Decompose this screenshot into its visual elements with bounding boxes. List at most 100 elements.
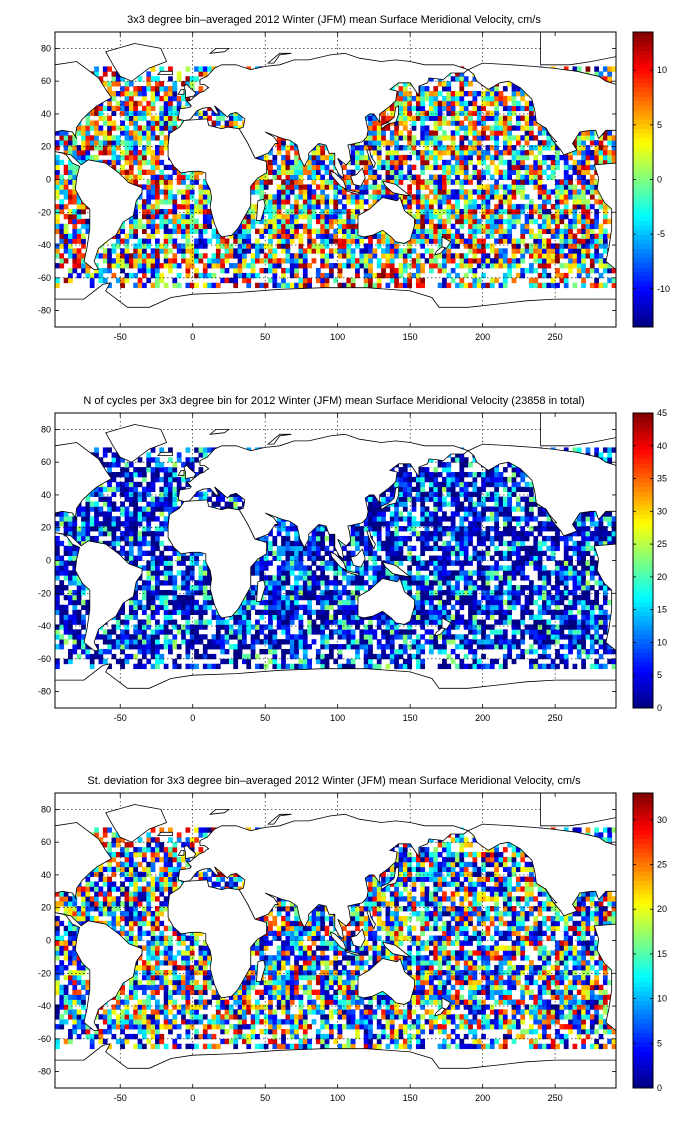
heatmap-cell [129,462,134,467]
heatmap-cell [403,258,408,263]
heatmap-cell [112,516,117,521]
heatmap-cell [407,96,412,101]
heatmap-cell [481,160,486,165]
heatmap-cell [120,487,125,492]
heatmap-cell [299,253,304,258]
heatmap-cell [490,214,495,219]
heatmap-cell [481,184,486,189]
heatmap-cell [355,194,360,199]
heatmap-cell [564,263,569,268]
heatmap-cell [486,243,491,248]
heatmap-cell [377,175,382,180]
heatmap-cell [529,111,534,116]
colorbar-segment [633,143,653,148]
heatmap-cell [103,502,108,507]
heatmap-cell [203,219,208,224]
heatmap-cell [407,283,412,288]
heatmap-cell [146,145,151,150]
heatmap-cell [285,283,290,288]
heatmap-cell [477,184,482,189]
heatmap-cell [277,234,282,239]
heatmap-cell [112,140,117,145]
heatmap-cell [368,253,373,258]
heatmap-cell [68,600,73,605]
heatmap-cell [455,180,460,185]
heatmap-cell [238,248,243,253]
heatmap-cell [77,229,82,234]
heatmap-cell [342,204,347,209]
heatmap-cell [116,487,121,492]
heatmap-cell [325,184,330,189]
heatmap-cell [355,263,360,268]
heatmap-cell [177,189,182,194]
heatmap-cell [98,634,103,639]
heatmap-cell [81,243,86,248]
heatmap-cell [477,180,482,185]
heatmap-cell [155,121,160,126]
heatmap-cell [503,106,508,111]
heatmap-cell [499,160,504,165]
heatmap-cell [555,150,560,155]
heatmap-cell [255,273,260,278]
heatmap-cell [125,116,130,121]
heatmap-cell [64,516,69,521]
heatmap-cell [533,219,538,224]
heatmap-cell [125,654,130,659]
heatmap-cell [94,273,99,278]
heatmap-cell [429,165,434,170]
heatmap-cell [138,258,143,263]
heatmap-cell [446,199,451,204]
heatmap-cell [81,224,86,229]
heatmap-cell [129,130,134,135]
heatmap-cell [116,634,121,639]
heatmap-cell [181,224,186,229]
heatmap-cell [177,229,182,234]
heatmap-cell [312,239,317,244]
heatmap-cell [316,278,321,283]
heatmap-cell [55,219,60,224]
heatmap-cell [386,248,391,253]
heatmap-cell [168,125,173,130]
heatmap-cell [225,248,230,253]
heatmap-cell [594,224,599,229]
heatmap-cell [490,125,495,130]
heatmap-cell [425,91,430,96]
heatmap-cell [594,268,599,273]
heatmap-cell [85,273,90,278]
heatmap-cell [155,189,160,194]
heatmap-cell [68,175,73,180]
heatmap-cell [316,199,321,204]
heatmap-cell [151,209,156,214]
heatmap-cell [442,229,447,234]
heatmap-cell [446,150,451,155]
heatmap-cell [120,130,125,135]
heatmap-cell [577,243,582,248]
heatmap-cell [120,629,125,634]
heatmap-cell [238,263,243,268]
landmass [541,32,616,65]
heatmap-cell [551,243,556,248]
heatmap-cell [138,86,143,91]
heatmap-cell [477,194,482,199]
heatmap-cell [277,219,282,224]
heatmap-cell [90,135,95,140]
heatmap-cell [607,130,612,135]
heatmap-cell [451,194,456,199]
heatmap-cell [503,175,508,180]
heatmap-cell [229,263,234,268]
heatmap-cell [481,155,486,160]
heatmap-cell [72,229,77,234]
heatmap-cell [312,160,317,165]
heatmap-cell [225,278,230,283]
heatmap-cell [85,116,90,121]
heatmap-cell [107,121,112,126]
heatmap-cell [438,180,443,185]
heatmap-cell [420,243,425,248]
heatmap-cell [159,125,164,130]
heatmap-cell [216,248,221,253]
heatmap-cell [468,199,473,204]
heatmap-cell [172,253,177,258]
heatmap-cell [277,283,282,288]
heatmap-cell [459,263,464,268]
heatmap-cell [494,204,499,209]
